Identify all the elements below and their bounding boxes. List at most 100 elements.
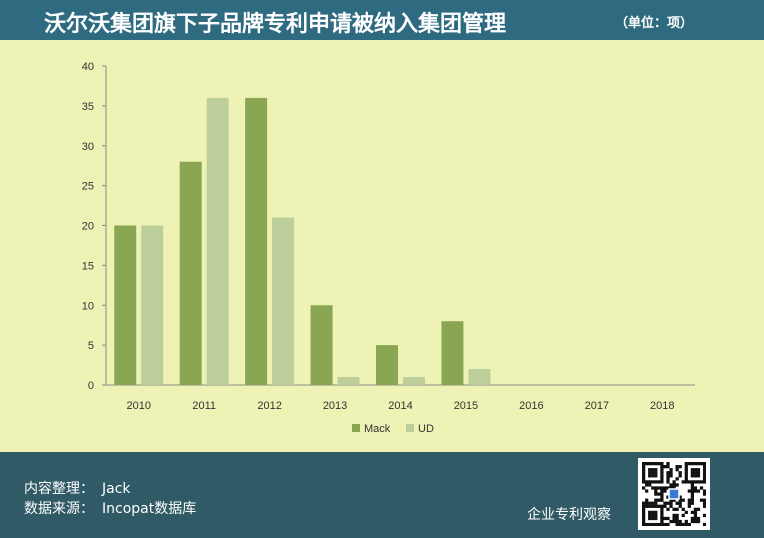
qr-module xyxy=(693,468,698,472)
qr-module xyxy=(651,471,655,475)
qr-module xyxy=(666,462,670,466)
qr-module xyxy=(696,489,701,493)
chart-title: 沃尔沃集团旗下子品牌专利申请被纳入集团管理 xyxy=(44,11,507,37)
qr-module xyxy=(651,510,655,515)
qr-module xyxy=(702,465,706,469)
qr-module xyxy=(693,480,698,484)
qr-module xyxy=(642,480,646,484)
qr-module xyxy=(651,480,655,484)
x-tick-label: 2015 xyxy=(454,400,478,412)
qr-module xyxy=(681,522,685,526)
qr-module xyxy=(663,465,667,469)
qr-module xyxy=(657,498,661,502)
x-tick-label: 2010 xyxy=(126,400,150,412)
qr-module xyxy=(660,465,664,469)
qr-module xyxy=(654,516,658,521)
qr-module xyxy=(645,504,649,508)
qr-module xyxy=(696,474,701,478)
qr-module xyxy=(693,474,698,478)
qr-module xyxy=(690,474,695,478)
qr-module xyxy=(660,471,664,475)
footer-bar: 内容整理： Jack 数据来源： Incopat数据库 企业专利观察 xyxy=(0,452,764,538)
qr-module xyxy=(666,501,670,505)
qr-module xyxy=(690,468,695,472)
y-tick-label: 0 xyxy=(88,380,94,392)
qr-module xyxy=(666,480,670,484)
qr-module xyxy=(684,510,688,515)
qr-module xyxy=(696,519,701,524)
qr-module xyxy=(645,462,649,466)
qr-module xyxy=(642,486,646,490)
bar-ud-2015 xyxy=(468,369,491,385)
qr-module xyxy=(660,495,664,499)
qr-module xyxy=(654,513,658,518)
qr-module xyxy=(675,522,679,526)
qr-module xyxy=(669,474,673,478)
qr-module xyxy=(666,507,670,511)
qr-module xyxy=(678,471,682,475)
qr-module xyxy=(687,480,691,484)
qr-code-icon[interactable] xyxy=(638,458,710,530)
qr-module xyxy=(663,501,667,505)
qr-module xyxy=(642,504,646,508)
qr-module xyxy=(666,522,670,526)
qr-module xyxy=(660,468,664,472)
qr-module xyxy=(693,519,698,524)
qr-module xyxy=(666,516,670,521)
qr-module xyxy=(654,468,658,472)
x-tick-label: 2017 xyxy=(585,400,609,412)
qr-module xyxy=(666,477,670,481)
bar-ud-2014 xyxy=(403,377,425,385)
qr-module xyxy=(663,489,667,493)
qr-logo xyxy=(668,488,680,500)
y-tick-label: 35 xyxy=(82,101,94,113)
qr-module xyxy=(675,483,679,487)
x-tick-label: 2011 xyxy=(192,400,216,412)
qr-module xyxy=(681,480,685,484)
x-tick-label: 2014 xyxy=(388,400,412,412)
qr-module xyxy=(672,486,676,490)
qr-module xyxy=(654,474,658,478)
qr-module xyxy=(660,504,664,508)
qr-module xyxy=(651,474,655,478)
qr-module xyxy=(693,507,698,511)
qr-module xyxy=(660,516,664,521)
qr-module xyxy=(678,495,682,499)
qr-module xyxy=(669,498,673,502)
qr-module xyxy=(648,474,652,478)
qr-module xyxy=(654,504,658,508)
qr-module xyxy=(651,462,655,466)
brand-name: 企业专利观察 xyxy=(527,507,611,523)
qr-module xyxy=(663,516,667,521)
qr-module xyxy=(669,501,673,505)
qr-module xyxy=(648,504,652,508)
qr-module xyxy=(684,465,688,469)
unit-label: （单位：项） xyxy=(615,16,694,31)
qr-module xyxy=(702,480,706,484)
qr-module xyxy=(648,483,652,487)
qr-module xyxy=(645,489,649,493)
y-tick-label: 15 xyxy=(82,260,94,272)
qr-module xyxy=(690,471,695,475)
qr-module xyxy=(681,498,685,502)
qr-module xyxy=(660,492,664,496)
qr-module xyxy=(651,513,655,518)
qr-module xyxy=(654,510,658,515)
y-tick-label: 20 xyxy=(82,221,94,233)
qr-module xyxy=(648,480,652,484)
qr-module xyxy=(672,507,676,511)
qr-module xyxy=(642,501,646,505)
qr-module xyxy=(699,480,704,484)
qr-module xyxy=(693,462,698,466)
qr-module xyxy=(690,486,695,490)
legend-swatch-mack xyxy=(352,424,360,432)
qr-module xyxy=(654,501,658,505)
y-tick-label: 10 xyxy=(82,300,94,312)
bar-mack-2012 xyxy=(245,97,268,386)
qr-module xyxy=(681,513,685,518)
qr-module xyxy=(642,522,646,526)
qr-module xyxy=(684,519,688,524)
qr-module xyxy=(690,501,695,505)
qr-module xyxy=(642,510,646,515)
qr-module xyxy=(669,504,673,508)
